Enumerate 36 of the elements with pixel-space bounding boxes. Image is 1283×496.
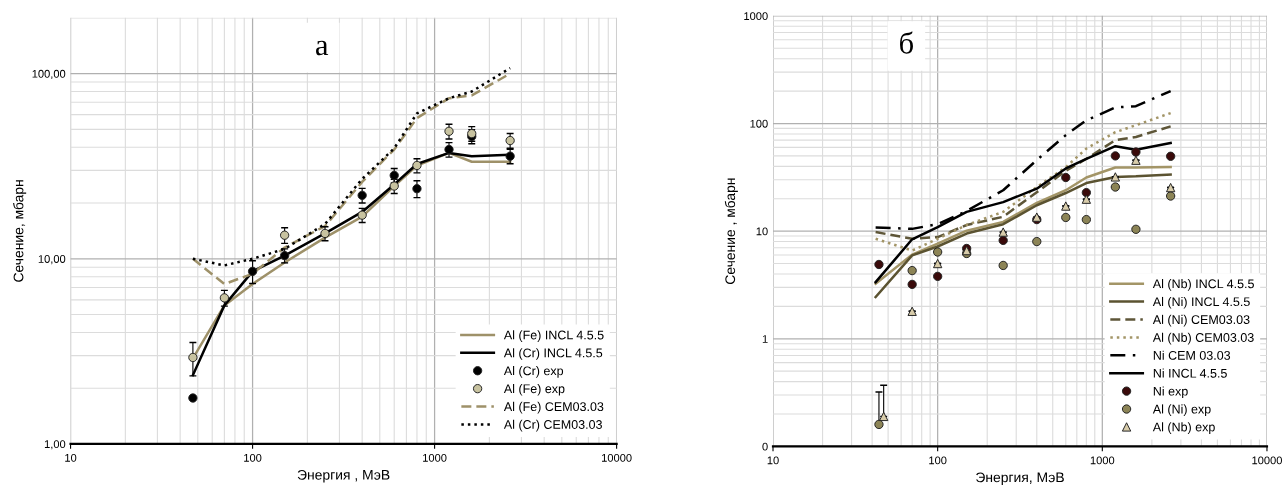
- x-tick-label: 10000: [1252, 456, 1282, 465]
- legend-label: Al (Fe) CEM03.03: [503, 401, 604, 414]
- legend-label: Al (Nb) INCL 4.5.5: [1152, 279, 1254, 291]
- y-tick-label: 1000: [744, 12, 768, 21]
- y-tick-label: 10,00: [38, 255, 66, 265]
- y-tick-label: 0: [762, 442, 768, 451]
- legend-label: Al (Ni) CEM03.03: [1152, 314, 1250, 327]
- annotation: а: [316, 40, 329, 56]
- legend-label: Ni CEM 03.03: [1153, 350, 1231, 360]
- x-tick-label: 100: [244, 453, 262, 462]
- legend-label: Al (Cr) CEM03.03: [503, 419, 602, 432]
- x-tick-label: 1000: [423, 453, 447, 462]
- y-tick-label: 1,00: [44, 440, 66, 450]
- legend-label: Al (Nb) exp: [1152, 422, 1215, 434]
- legend-label: Al (Fe) exp: [503, 383, 565, 396]
- legend-label: Al (Ni) exp: [1152, 404, 1211, 416]
- legend-label: Ni INCL 4.5.5: [1153, 368, 1227, 378]
- legend-label: Al (Ni) INCL 4.5.5: [1152, 296, 1250, 309]
- y-axis-title: Сечение, мбарн: [13, 180, 27, 282]
- y-tick-label: 10: [756, 227, 768, 236]
- y-tick-label: 100: [750, 119, 768, 128]
- legend-label: Al (Nb) CEM03.03: [1152, 332, 1254, 345]
- legend-label: Al (Cr) exp: [503, 366, 564, 378]
- annotation: б: [900, 31, 913, 54]
- x-tick-label: 10000: [602, 453, 632, 462]
- x-axis-title: Энергия , МэВ: [297, 469, 390, 483]
- legend-label: Al (Cr) INCL 4.5.5: [503, 348, 603, 360]
- legend-label: Al (Fe) INCL 4.5.5: [503, 330, 604, 342]
- y-axis-title: Сечение , мбарн: [724, 178, 738, 284]
- y-tick-label: 100,00: [32, 69, 66, 80]
- x-tick-label: 100: [929, 456, 947, 465]
- x-axis-title: Энергия, МэВ: [976, 472, 1064, 485]
- y-tick-label: 1: [762, 335, 768, 343]
- x-tick-label: 10: [65, 453, 77, 462]
- x-tick-label: 1000: [1090, 456, 1115, 465]
- legend-label: Ni exp: [1153, 386, 1188, 399]
